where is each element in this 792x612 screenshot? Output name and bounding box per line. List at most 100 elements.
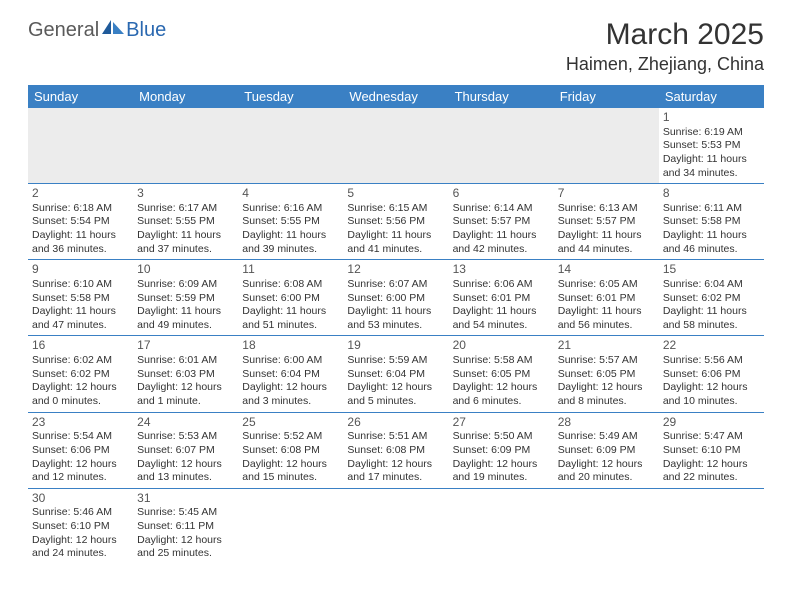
calendar-day-cell: 5Sunrise: 6:15 AMSunset: 5:56 PMDaylight… xyxy=(343,184,448,260)
day-info-line: Sunrise: 6:11 AM xyxy=(663,202,760,216)
day-info-line: Daylight: 12 hours xyxy=(558,458,655,472)
calendar-day-cell: 18Sunrise: 6:00 AMSunset: 6:04 PMDayligh… xyxy=(238,336,343,412)
calendar-page: General Blue March 2025 Haimen, Zhejiang… xyxy=(0,0,792,582)
day-info-line: Sunset: 5:58 PM xyxy=(663,215,760,229)
day-info-line: Sunset: 6:05 PM xyxy=(558,368,655,382)
day-info-line: and 20 minutes. xyxy=(558,471,655,485)
day-number: 18 xyxy=(242,338,339,354)
calendar-day-cell: 23Sunrise: 5:54 AMSunset: 6:06 PMDayligh… xyxy=(28,412,133,488)
day-info-line: Sunset: 6:10 PM xyxy=(663,444,760,458)
day-info-line: Sunrise: 5:54 AM xyxy=(32,430,129,444)
day-info-line: Sunset: 6:08 PM xyxy=(242,444,339,458)
day-info-line: and 1 minute. xyxy=(137,395,234,409)
calendar-day-cell: 22Sunrise: 5:56 AMSunset: 6:06 PMDayligh… xyxy=(659,336,764,412)
day-info-line: and 15 minutes. xyxy=(242,471,339,485)
calendar-day-cell: 12Sunrise: 6:07 AMSunset: 6:00 PMDayligh… xyxy=(343,260,448,336)
day-info-line: Sunrise: 6:02 AM xyxy=(32,354,129,368)
calendar-day-cell: 13Sunrise: 6:06 AMSunset: 6:01 PMDayligh… xyxy=(449,260,554,336)
day-info-line: Daylight: 12 hours xyxy=(347,458,444,472)
day-number: 3 xyxy=(137,186,234,202)
day-info-line: Sunrise: 6:08 AM xyxy=(242,278,339,292)
weekday-header: Wednesday xyxy=(343,85,448,108)
day-info-line: Sunset: 6:00 PM xyxy=(347,292,444,306)
logo-text-general: General xyxy=(28,19,99,42)
calendar-day-cell: 9Sunrise: 6:10 AMSunset: 5:58 PMDaylight… xyxy=(28,260,133,336)
day-info-line: Daylight: 12 hours xyxy=(32,381,129,395)
day-info-line: Sunset: 5:53 PM xyxy=(663,139,760,153)
day-info-line: and 44 minutes. xyxy=(558,243,655,257)
day-info-line: Sunrise: 6:15 AM xyxy=(347,202,444,216)
day-info-line: Sunset: 5:57 PM xyxy=(558,215,655,229)
calendar-day-cell: 26Sunrise: 5:51 AMSunset: 6:08 PMDayligh… xyxy=(343,412,448,488)
day-number: 11 xyxy=(242,262,339,278)
day-number: 15 xyxy=(663,262,760,278)
day-number: 27 xyxy=(453,415,550,431)
day-info-line: Sunset: 6:07 PM xyxy=(137,444,234,458)
day-number: 28 xyxy=(558,415,655,431)
weekday-header: Monday xyxy=(133,85,238,108)
day-info-line: and 8 minutes. xyxy=(558,395,655,409)
calendar-day-cell: 25Sunrise: 5:52 AMSunset: 6:08 PMDayligh… xyxy=(238,412,343,488)
month-title: March 2025 xyxy=(566,18,764,52)
calendar-day-cell: 6Sunrise: 6:14 AMSunset: 5:57 PMDaylight… xyxy=(449,184,554,260)
day-info-line: Daylight: 11 hours xyxy=(347,229,444,243)
calendar-empty-cell xyxy=(343,108,448,184)
day-info-line: Daylight: 11 hours xyxy=(453,305,550,319)
day-info-line: and 51 minutes. xyxy=(242,319,339,333)
day-number: 23 xyxy=(32,415,129,431)
day-info-line: Sunset: 6:01 PM xyxy=(558,292,655,306)
day-info-line: Sunrise: 5:53 AM xyxy=(137,430,234,444)
day-info-line: and 5 minutes. xyxy=(347,395,444,409)
calendar-empty-cell xyxy=(28,108,133,184)
day-info-line: Daylight: 12 hours xyxy=(558,381,655,395)
day-number: 17 xyxy=(137,338,234,354)
day-info-line: Daylight: 11 hours xyxy=(663,229,760,243)
title-area: March 2025 Haimen, Zhejiang, China xyxy=(566,18,764,75)
day-number: 9 xyxy=(32,262,129,278)
day-info-line: Daylight: 11 hours xyxy=(663,305,760,319)
calendar-day-cell: 21Sunrise: 5:57 AMSunset: 6:05 PMDayligh… xyxy=(554,336,659,412)
day-info-line: Sunrise: 5:59 AM xyxy=(347,354,444,368)
day-number: 2 xyxy=(32,186,129,202)
day-number: 26 xyxy=(347,415,444,431)
day-info-line: Sunrise: 5:50 AM xyxy=(453,430,550,444)
day-info-line: and 24 minutes. xyxy=(32,547,129,561)
calendar-body: 1Sunrise: 6:19 AMSunset: 5:53 PMDaylight… xyxy=(28,108,764,564)
calendar-empty-cell xyxy=(343,488,448,564)
day-info-line: Sunrise: 6:06 AM xyxy=(453,278,550,292)
day-info-line: Daylight: 12 hours xyxy=(663,381,760,395)
day-info-line: Daylight: 12 hours xyxy=(453,458,550,472)
day-info-line: Sunset: 6:04 PM xyxy=(242,368,339,382)
calendar-day-cell: 1Sunrise: 6:19 AMSunset: 5:53 PMDaylight… xyxy=(659,108,764,184)
day-info-line: Sunset: 5:57 PM xyxy=(453,215,550,229)
day-number: 19 xyxy=(347,338,444,354)
calendar-day-cell: 3Sunrise: 6:17 AMSunset: 5:55 PMDaylight… xyxy=(133,184,238,260)
day-info-line: Daylight: 12 hours xyxy=(242,381,339,395)
day-info-line: Daylight: 12 hours xyxy=(32,534,129,548)
header: General Blue March 2025 Haimen, Zhejiang… xyxy=(28,18,764,75)
day-info-line: Sunset: 6:09 PM xyxy=(453,444,550,458)
calendar-day-cell: 16Sunrise: 6:02 AMSunset: 6:02 PMDayligh… xyxy=(28,336,133,412)
calendar-day-cell: 4Sunrise: 6:16 AMSunset: 5:55 PMDaylight… xyxy=(238,184,343,260)
logo-text-blue: Blue xyxy=(126,19,166,42)
day-info-line: Sunset: 6:06 PM xyxy=(32,444,129,458)
calendar-empty-cell xyxy=(238,488,343,564)
day-info-line: and 13 minutes. xyxy=(137,471,234,485)
calendar-empty-cell xyxy=(238,108,343,184)
day-number: 20 xyxy=(453,338,550,354)
day-info-line: Sunset: 6:09 PM xyxy=(558,444,655,458)
day-info-line: Sunrise: 5:47 AM xyxy=(663,430,760,444)
calendar-table: SundayMondayTuesdayWednesdayThursdayFrid… xyxy=(28,85,764,564)
day-number: 24 xyxy=(137,415,234,431)
calendar-week-row: 23Sunrise: 5:54 AMSunset: 6:06 PM Dayligh… xyxy=(28,412,764,488)
weekday-header: Sunday xyxy=(28,85,133,108)
calendar-empty-cell xyxy=(449,108,554,184)
calendar-week-row: 30Sunrise: 5:46 AMSunset: 6:10 PMDayligh… xyxy=(28,488,764,564)
day-info-line: and 53 minutes. xyxy=(347,319,444,333)
calendar-day-cell: 17Sunrise: 6:01 AMSunset: 6:03 PMDayligh… xyxy=(133,336,238,412)
day-number: 16 xyxy=(32,338,129,354)
day-info-line: Daylight: 12 hours xyxy=(347,381,444,395)
day-info-line: and 36 minutes. xyxy=(32,243,129,257)
day-info-line: Sunrise: 6:19 AM xyxy=(663,126,760,140)
calendar-day-cell: 28Sunrise: 5:49 AMSunset: 6:09 PMDayligh… xyxy=(554,412,659,488)
